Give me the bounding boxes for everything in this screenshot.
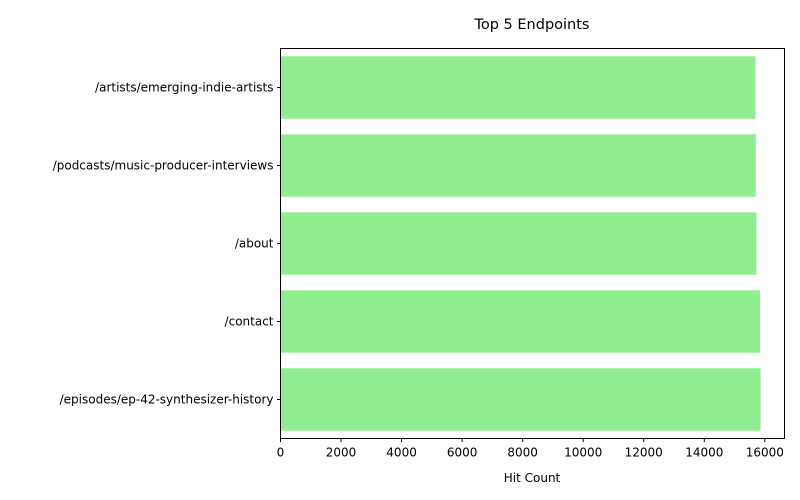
x-axis-label: Hit Count (504, 471, 561, 485)
y-tick-label: /artists/emerging-indie-artists (95, 81, 273, 95)
bars-group (280, 56, 761, 431)
y-tick-label: /about (235, 237, 274, 251)
bar (280, 368, 761, 431)
x-tick-label: 8000 (507, 446, 538, 460)
x-tick-label: 12000 (625, 446, 663, 460)
x-tick-label: 2000 (326, 446, 357, 460)
x-tick-label: 6000 (447, 446, 478, 460)
bar (280, 212, 757, 275)
x-tick-label: 4000 (386, 446, 417, 460)
y-tick-label: /contact (225, 315, 274, 329)
chart-title: Top 5 Endpoints (473, 17, 589, 33)
x-axis-ticks: 0 2000 4000 6000 8000 10000 12000 14000 16000 (277, 438, 784, 460)
y-axis-ticks: /artists/emerging-indie-artists/podcasts… (53, 81, 281, 407)
y-tick-label: /episodes/ep-42-synthesizer-history (60, 393, 274, 407)
bar (280, 134, 756, 197)
x-tick-label: 16000 (746, 446, 784, 460)
x-tick-label: 0 (277, 446, 285, 460)
x-tick-label: 10000 (564, 446, 602, 460)
bar (280, 290, 760, 353)
plot-frame (280, 48, 785, 439)
x-tick-label: 14000 (685, 446, 723, 460)
bar (280, 56, 756, 119)
y-tick-label: /podcasts/music-producer-interviews (53, 159, 274, 173)
